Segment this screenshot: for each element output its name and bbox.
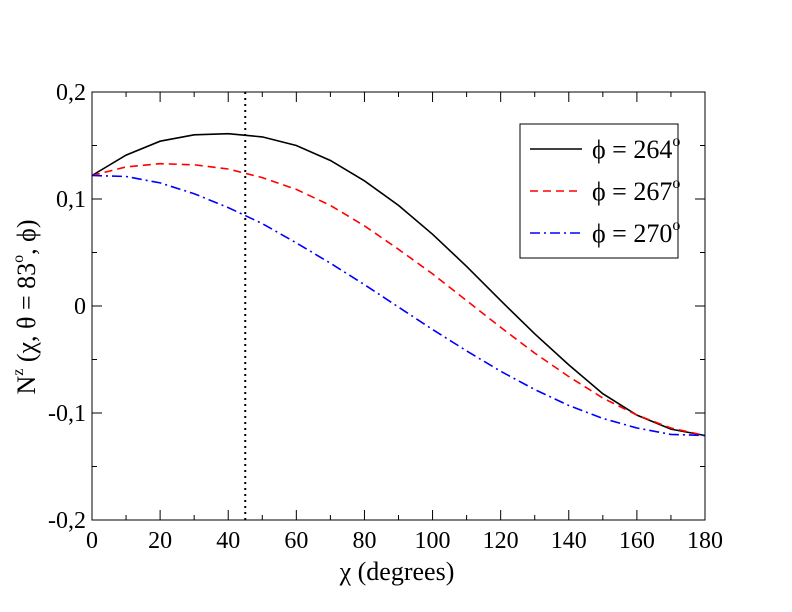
y-tick-label: -0,2 (48, 508, 86, 534)
y-tick-label: 0,1 (56, 187, 86, 213)
y-axis-title: Nz (χ, θ = 83o, ϕ) (10, 219, 41, 394)
legend-label-267: ϕ = 267o (592, 175, 680, 206)
series-line-270 (91, 174, 706, 437)
y-tick-label: 0,2 (56, 80, 86, 106)
x-tick-label: 0 (86, 528, 98, 554)
x-tick-label: 180 (687, 528, 723, 554)
x-tick-label: 120 (483, 528, 519, 554)
series-line-267 (91, 162, 706, 437)
y-axis: -0,2 -0,1 0 0,1 0,2 (48, 80, 705, 534)
x-tick-label: 80 (352, 528, 376, 554)
y-tick-label: 0 (74, 294, 86, 320)
x-axis: 0 20 40 60 80 100 120 140 160 180 (86, 92, 723, 554)
legend-label-270: ϕ = 270o (592, 217, 680, 248)
plot-marks (91, 92, 706, 520)
legend-label-264: ϕ = 264o (592, 133, 680, 164)
y-tick-label: -0,1 (48, 401, 86, 427)
x-tick-label: 140 (551, 528, 587, 554)
series-line-264 (91, 132, 706, 437)
x-axis-title: χ (degrees) (339, 557, 455, 586)
x-tick-label: 40 (216, 528, 240, 554)
legend: ϕ = 264o ϕ = 267o ϕ = 270o (519, 123, 680, 259)
x-tick-label: 20 (148, 528, 172, 554)
x-tick-label: 160 (619, 528, 655, 554)
x-tick-label: 60 (284, 528, 308, 554)
x-tick-label: 100 (415, 528, 451, 554)
